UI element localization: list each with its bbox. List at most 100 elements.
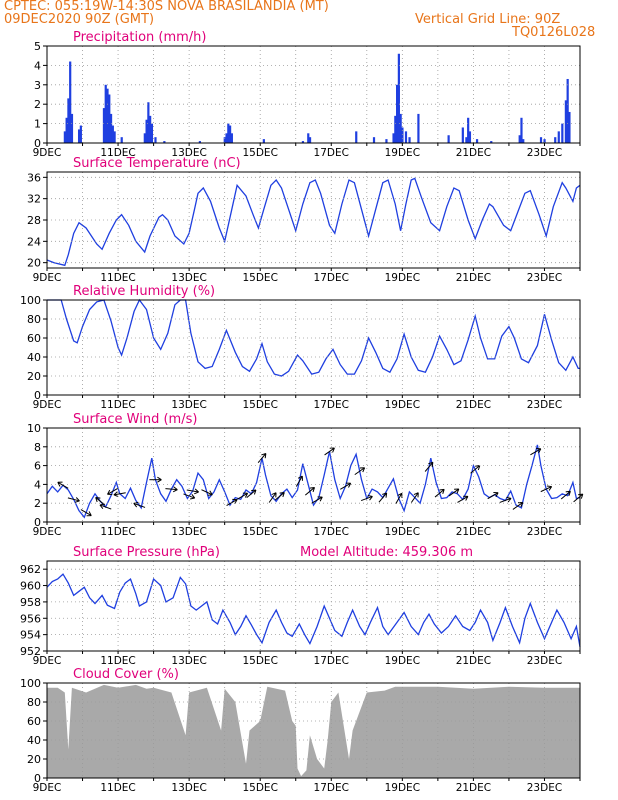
precip-bar [113, 131, 116, 143]
wind-arrow [573, 493, 584, 503]
wind-arrow [268, 492, 277, 503]
wind-arrow [560, 490, 571, 500]
wind-arrow [107, 487, 119, 495]
precip-title: Precipitation (mm/h) [73, 30, 206, 45]
wind-arrow [360, 494, 373, 502]
precip-bar [465, 137, 468, 143]
precip-bar [227, 123, 230, 143]
precip-bar [150, 123, 154, 143]
precip-bar [399, 113, 402, 143]
precip-bar [307, 133, 310, 143]
wind-arrow [57, 481, 69, 489]
rh-title: Relative Humidity (%) [73, 284, 215, 299]
wind-arrow [80, 509, 92, 517]
precip-bar [308, 137, 312, 143]
cloud-xtick-label: 19DEC [385, 782, 420, 794]
cloud-area [47, 684, 580, 778]
wind-xtick-label: 9DEC [33, 526, 62, 538]
precip-bar [65, 117, 68, 143]
precip-bar [143, 133, 146, 143]
precip-bar [230, 133, 233, 143]
precip-bar [145, 119, 148, 143]
wind-arrow [186, 488, 199, 495]
rh-ytick-label: 100 [20, 294, 41, 307]
cloud-ytick-label: 40 [27, 734, 41, 747]
pressure-xtick-label: 23DEC [527, 655, 562, 667]
precip-ytick-label: 5 [34, 40, 41, 53]
precip-bar [77, 129, 81, 143]
precip-ytick-label: 2 [34, 98, 41, 111]
temp-title: Surface Temperature (nC) [73, 156, 241, 171]
wind-arrow [540, 485, 553, 493]
precip-xtick-label: 9DEC [33, 147, 62, 159]
wind-arrow [410, 492, 419, 503]
precip-bar [396, 84, 399, 143]
wind-arrow [340, 482, 352, 490]
wind-arrow [499, 496, 512, 503]
precip-bar [69, 61, 72, 143]
cloud-ytick-label: 20 [27, 753, 41, 766]
rh-xtick-label: 11DEC [100, 399, 135, 411]
precip-bar [163, 141, 166, 143]
precip-bar [120, 137, 123, 143]
precip-bar [301, 141, 305, 143]
precip-bar [554, 137, 557, 143]
station-header: CPTEC: 055:19W-14:30S NOVA BRASILANDIA (… [4, 0, 329, 14]
temp-ytick-label: 20 [27, 257, 41, 270]
precip-bar [79, 125, 82, 143]
pressure-ytick-label: 958 [20, 596, 41, 609]
precip-bar [564, 100, 567, 143]
precip-xtick-label: 17DEC [314, 147, 349, 159]
pressure-xtick-label: 11DEC [100, 655, 135, 667]
wind-title: Surface Wind (m/s) [73, 412, 197, 427]
temp-ytick-label: 24 [27, 235, 41, 248]
temp-line [46, 177, 581, 267]
precip-xtick-label: 11DEC [100, 147, 135, 159]
precip-bar [539, 137, 543, 143]
precip-bar [394, 115, 397, 143]
pressure-title: Surface Pressure (hPa) [73, 545, 220, 560]
wind-arrow [99, 503, 112, 510]
precip-bar [154, 137, 157, 143]
vertical-grid-line-label: Vertical Grid Line: 90Z [415, 12, 561, 27]
pressure-xtick-label: 19DEC [385, 655, 420, 667]
precip-ytick-label: 0 [34, 137, 41, 150]
wind-ytick-label: 0 [34, 516, 41, 529]
model-altitude-label: Model Altitude: 459.306 m [300, 545, 473, 560]
wind-xtick-label: 21DEC [456, 526, 491, 538]
rh-xtick-label: 23DEC [527, 399, 562, 411]
wind-arrow [149, 476, 162, 483]
precip-bar [392, 133, 395, 143]
rh-xtick-label: 15DEC [242, 399, 277, 411]
wind-xtick-label: 23DEC [527, 526, 562, 538]
wind-arrow [434, 488, 445, 498]
precip-bar [461, 127, 464, 143]
precip-bar [522, 139, 525, 143]
wind-ytick-label: 8 [34, 441, 41, 454]
precip-bar [102, 108, 106, 143]
precip-bar [108, 94, 111, 143]
pressure-ytick-label: 956 [20, 612, 41, 625]
wind-arrow [395, 492, 403, 504]
rh-ytick-label: 0 [34, 389, 41, 402]
temp-xtick-label: 11DEC [100, 272, 135, 284]
precip-bar [106, 88, 109, 143]
temp-ytick-label: 32 [27, 193, 41, 206]
precip-bar [63, 131, 66, 143]
precip-bar [109, 113, 113, 143]
rh-line [47, 298, 580, 377]
cloud-xtick-label: 17DEC [314, 782, 349, 794]
rh-xtick-label: 21DEC [456, 399, 491, 411]
rh-ytick-label: 20 [27, 370, 41, 383]
cloud-title: Cloud Cover (%) [73, 667, 179, 682]
wind-xtick-label: 19DEC [385, 526, 420, 538]
precip-xtick-label: 19DEC [385, 147, 420, 159]
precip-bar [262, 139, 265, 143]
precip-frame [46, 45, 581, 144]
temp-xtick-label: 23DEC [527, 272, 562, 284]
wind-arrow [512, 502, 524, 510]
rh-frame [46, 299, 581, 396]
wind-arrow [487, 492, 499, 500]
precip-xtick-label: 21DEC [456, 147, 491, 159]
